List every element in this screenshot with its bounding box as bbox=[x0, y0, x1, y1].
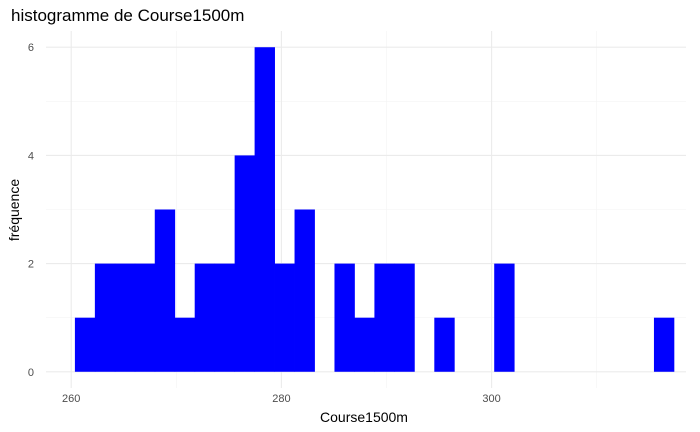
histogram-bar bbox=[194, 263, 216, 372]
histogram-bar bbox=[394, 263, 415, 372]
histogram-bar bbox=[94, 263, 116, 372]
histogram-bar bbox=[154, 209, 176, 372]
histogram-bar bbox=[134, 263, 156, 372]
x-tick-label: 300 bbox=[482, 393, 500, 405]
x-tick-label: 280 bbox=[272, 393, 290, 405]
histogram-bar bbox=[74, 317, 96, 372]
histogram-bar bbox=[653, 317, 675, 372]
histogram-bar bbox=[494, 263, 515, 372]
y-tick-label: 4 bbox=[28, 150, 34, 162]
histogram-bar bbox=[374, 263, 395, 372]
histogram-bar bbox=[234, 155, 256, 372]
bars bbox=[74, 47, 675, 372]
y-tick-label: 2 bbox=[28, 259, 34, 271]
y-tick-label: 6 bbox=[28, 42, 34, 54]
histogram-bar bbox=[174, 317, 196, 372]
x-tick-label: 260 bbox=[62, 393, 80, 405]
histogram-bar bbox=[254, 47, 275, 372]
histogram-bar bbox=[214, 263, 236, 372]
histogram-bar bbox=[354, 317, 375, 372]
histogram-bar bbox=[334, 263, 355, 372]
chart-title: histogramme de Course1500m bbox=[11, 6, 244, 25]
histogram-bar bbox=[294, 209, 315, 372]
histogram-bar bbox=[114, 263, 136, 372]
y-axis-title: fréquence bbox=[6, 179, 22, 241]
x-axis-title: Course1500m bbox=[320, 409, 408, 425]
tick-labels: 260 280 300 0 2 4 6 bbox=[28, 42, 501, 405]
histogram-bar bbox=[434, 317, 455, 372]
histogram-bar bbox=[274, 263, 295, 372]
y-tick-label: 0 bbox=[28, 367, 34, 379]
